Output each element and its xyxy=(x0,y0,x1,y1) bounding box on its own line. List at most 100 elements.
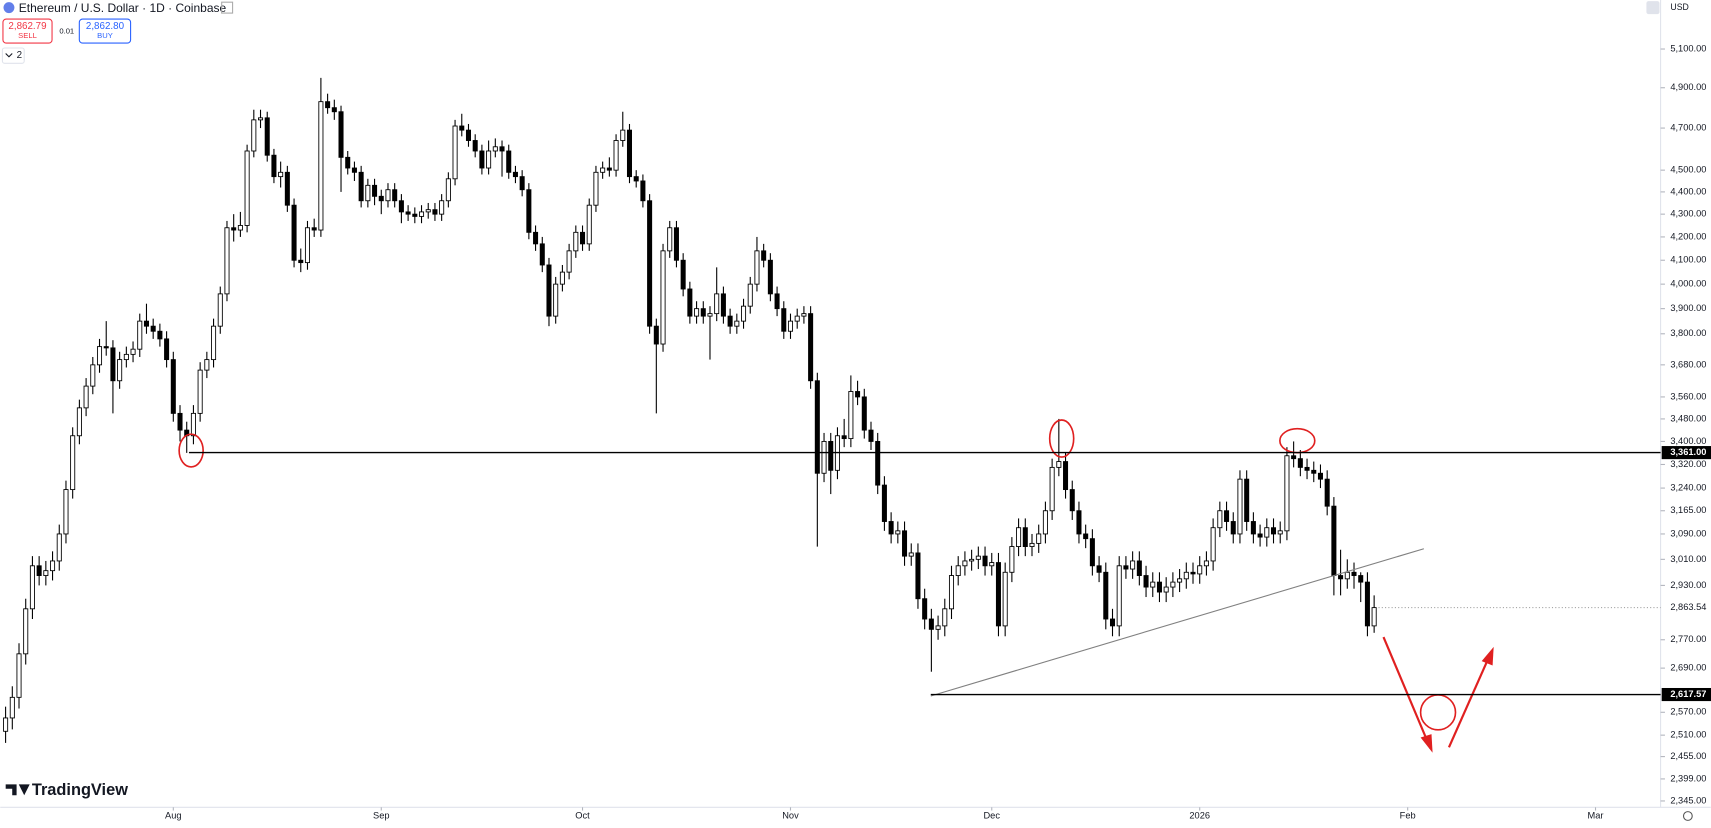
candle-body xyxy=(1036,533,1042,544)
candle-body xyxy=(519,176,525,191)
candle-body xyxy=(962,560,968,567)
x-tick-label: Feb xyxy=(1400,810,1416,820)
candle-body xyxy=(593,171,599,206)
candle-body xyxy=(1364,581,1370,627)
candle-body xyxy=(727,315,733,327)
arrow-down xyxy=(1382,636,1432,749)
candle-body xyxy=(338,111,344,158)
candle-body xyxy=(110,347,116,382)
y-tick-label: 4,100.00 xyxy=(1670,255,1706,265)
candle-body xyxy=(1317,472,1323,480)
last-price-label: 2,863.54 xyxy=(1670,602,1706,612)
arrow-head xyxy=(1481,646,1494,666)
candle-body xyxy=(56,533,62,562)
candle-body xyxy=(1237,478,1243,535)
candle-body xyxy=(881,484,887,522)
candle-body xyxy=(982,555,988,567)
candle-body xyxy=(673,227,679,261)
candle-body xyxy=(935,625,941,630)
currency[interactable]: USD xyxy=(1670,2,1688,12)
candle-body xyxy=(526,189,532,233)
y-tick-label: 3,400.00 xyxy=(1670,436,1706,446)
candle-body xyxy=(1344,571,1350,580)
candle-body xyxy=(995,562,1001,627)
candle-body xyxy=(767,259,773,295)
candle-body xyxy=(828,440,834,471)
candle-body xyxy=(747,283,753,307)
candle-body xyxy=(1009,546,1015,573)
candle-body xyxy=(1109,618,1116,627)
candle-body xyxy=(653,325,659,345)
buy-label[interactable]: BUY xyxy=(97,31,113,40)
candle-body xyxy=(848,391,854,440)
indicator-count[interactable]: 2 xyxy=(17,50,22,61)
candle-body xyxy=(1136,560,1142,576)
chevron xyxy=(5,53,13,58)
compare-icon[interactable] xyxy=(221,1,234,14)
buy-price[interactable]: 2,862.80 xyxy=(86,21,125,32)
candle-body xyxy=(922,598,928,620)
settings-icon[interactable] xyxy=(1682,811,1693,821)
y-tick-label: 3,680.00 xyxy=(1670,359,1706,369)
last-price-tag xyxy=(1661,601,1711,615)
candle-body xyxy=(197,369,203,414)
sell-button[interactable] xyxy=(2,18,53,44)
candle-body xyxy=(378,195,384,202)
candle-body xyxy=(170,359,176,414)
candle-body xyxy=(419,211,425,217)
candle-body xyxy=(620,129,626,141)
candle-body xyxy=(888,521,894,535)
plot-area xyxy=(3,77,1377,743)
candle-body xyxy=(1358,575,1364,583)
level-tag-label: 2,617.57 xyxy=(1670,689,1706,699)
candle-body xyxy=(459,125,465,131)
level-tag-label: 3,361.00 xyxy=(1670,447,1706,457)
candle-body xyxy=(821,440,827,474)
candle-body xyxy=(264,117,270,156)
candle-body xyxy=(103,346,109,349)
brand-name: TradingView xyxy=(32,781,128,799)
y-tick-label: 4,700.00 xyxy=(1670,123,1706,133)
candle-body xyxy=(1076,510,1082,535)
candle-body xyxy=(1130,560,1136,570)
y-tick-label: 3,010.00 xyxy=(1670,554,1706,564)
x-tick-label: Nov xyxy=(782,810,799,820)
candle-body xyxy=(1351,571,1357,576)
candle-body xyxy=(90,364,96,387)
candle-body xyxy=(1083,533,1089,540)
candle-body xyxy=(841,435,847,440)
arrow-up xyxy=(1447,650,1493,748)
candle-body xyxy=(1264,527,1270,538)
candle-body xyxy=(123,353,129,361)
candle-body xyxy=(1063,461,1069,491)
candle-body xyxy=(36,565,42,576)
sell-price[interactable]: 2,862.79 xyxy=(8,21,46,32)
buy-button[interactable] xyxy=(78,18,132,44)
candle-body xyxy=(734,320,740,327)
candle-body xyxy=(351,167,357,173)
candle-body xyxy=(580,231,586,245)
indicators-toggle[interactable] xyxy=(1,47,25,64)
candle-body xyxy=(1177,578,1183,583)
candle-body xyxy=(915,552,921,600)
sell-label[interactable]: SELL xyxy=(18,31,37,40)
candle-body xyxy=(855,391,861,398)
y-tick-label: 2,770.00 xyxy=(1670,634,1706,644)
candle-body xyxy=(808,313,814,382)
candle-body xyxy=(318,101,324,231)
y-tick-label: 2,345.00 xyxy=(1670,795,1706,805)
candle-body xyxy=(667,227,673,252)
candle-body xyxy=(781,308,787,332)
candle-body xyxy=(325,101,331,109)
candle-body xyxy=(761,250,767,261)
candle-body xyxy=(928,618,934,630)
candle-body xyxy=(76,407,82,437)
candle-body xyxy=(143,320,149,327)
x-tick-label: Sep xyxy=(373,810,390,820)
candle-body xyxy=(117,359,123,382)
candle-body xyxy=(385,189,391,202)
candle-body xyxy=(1324,478,1330,507)
candle-body xyxy=(955,565,961,576)
candle-body xyxy=(613,140,619,171)
screenshot-button[interactable] xyxy=(1646,1,1660,15)
